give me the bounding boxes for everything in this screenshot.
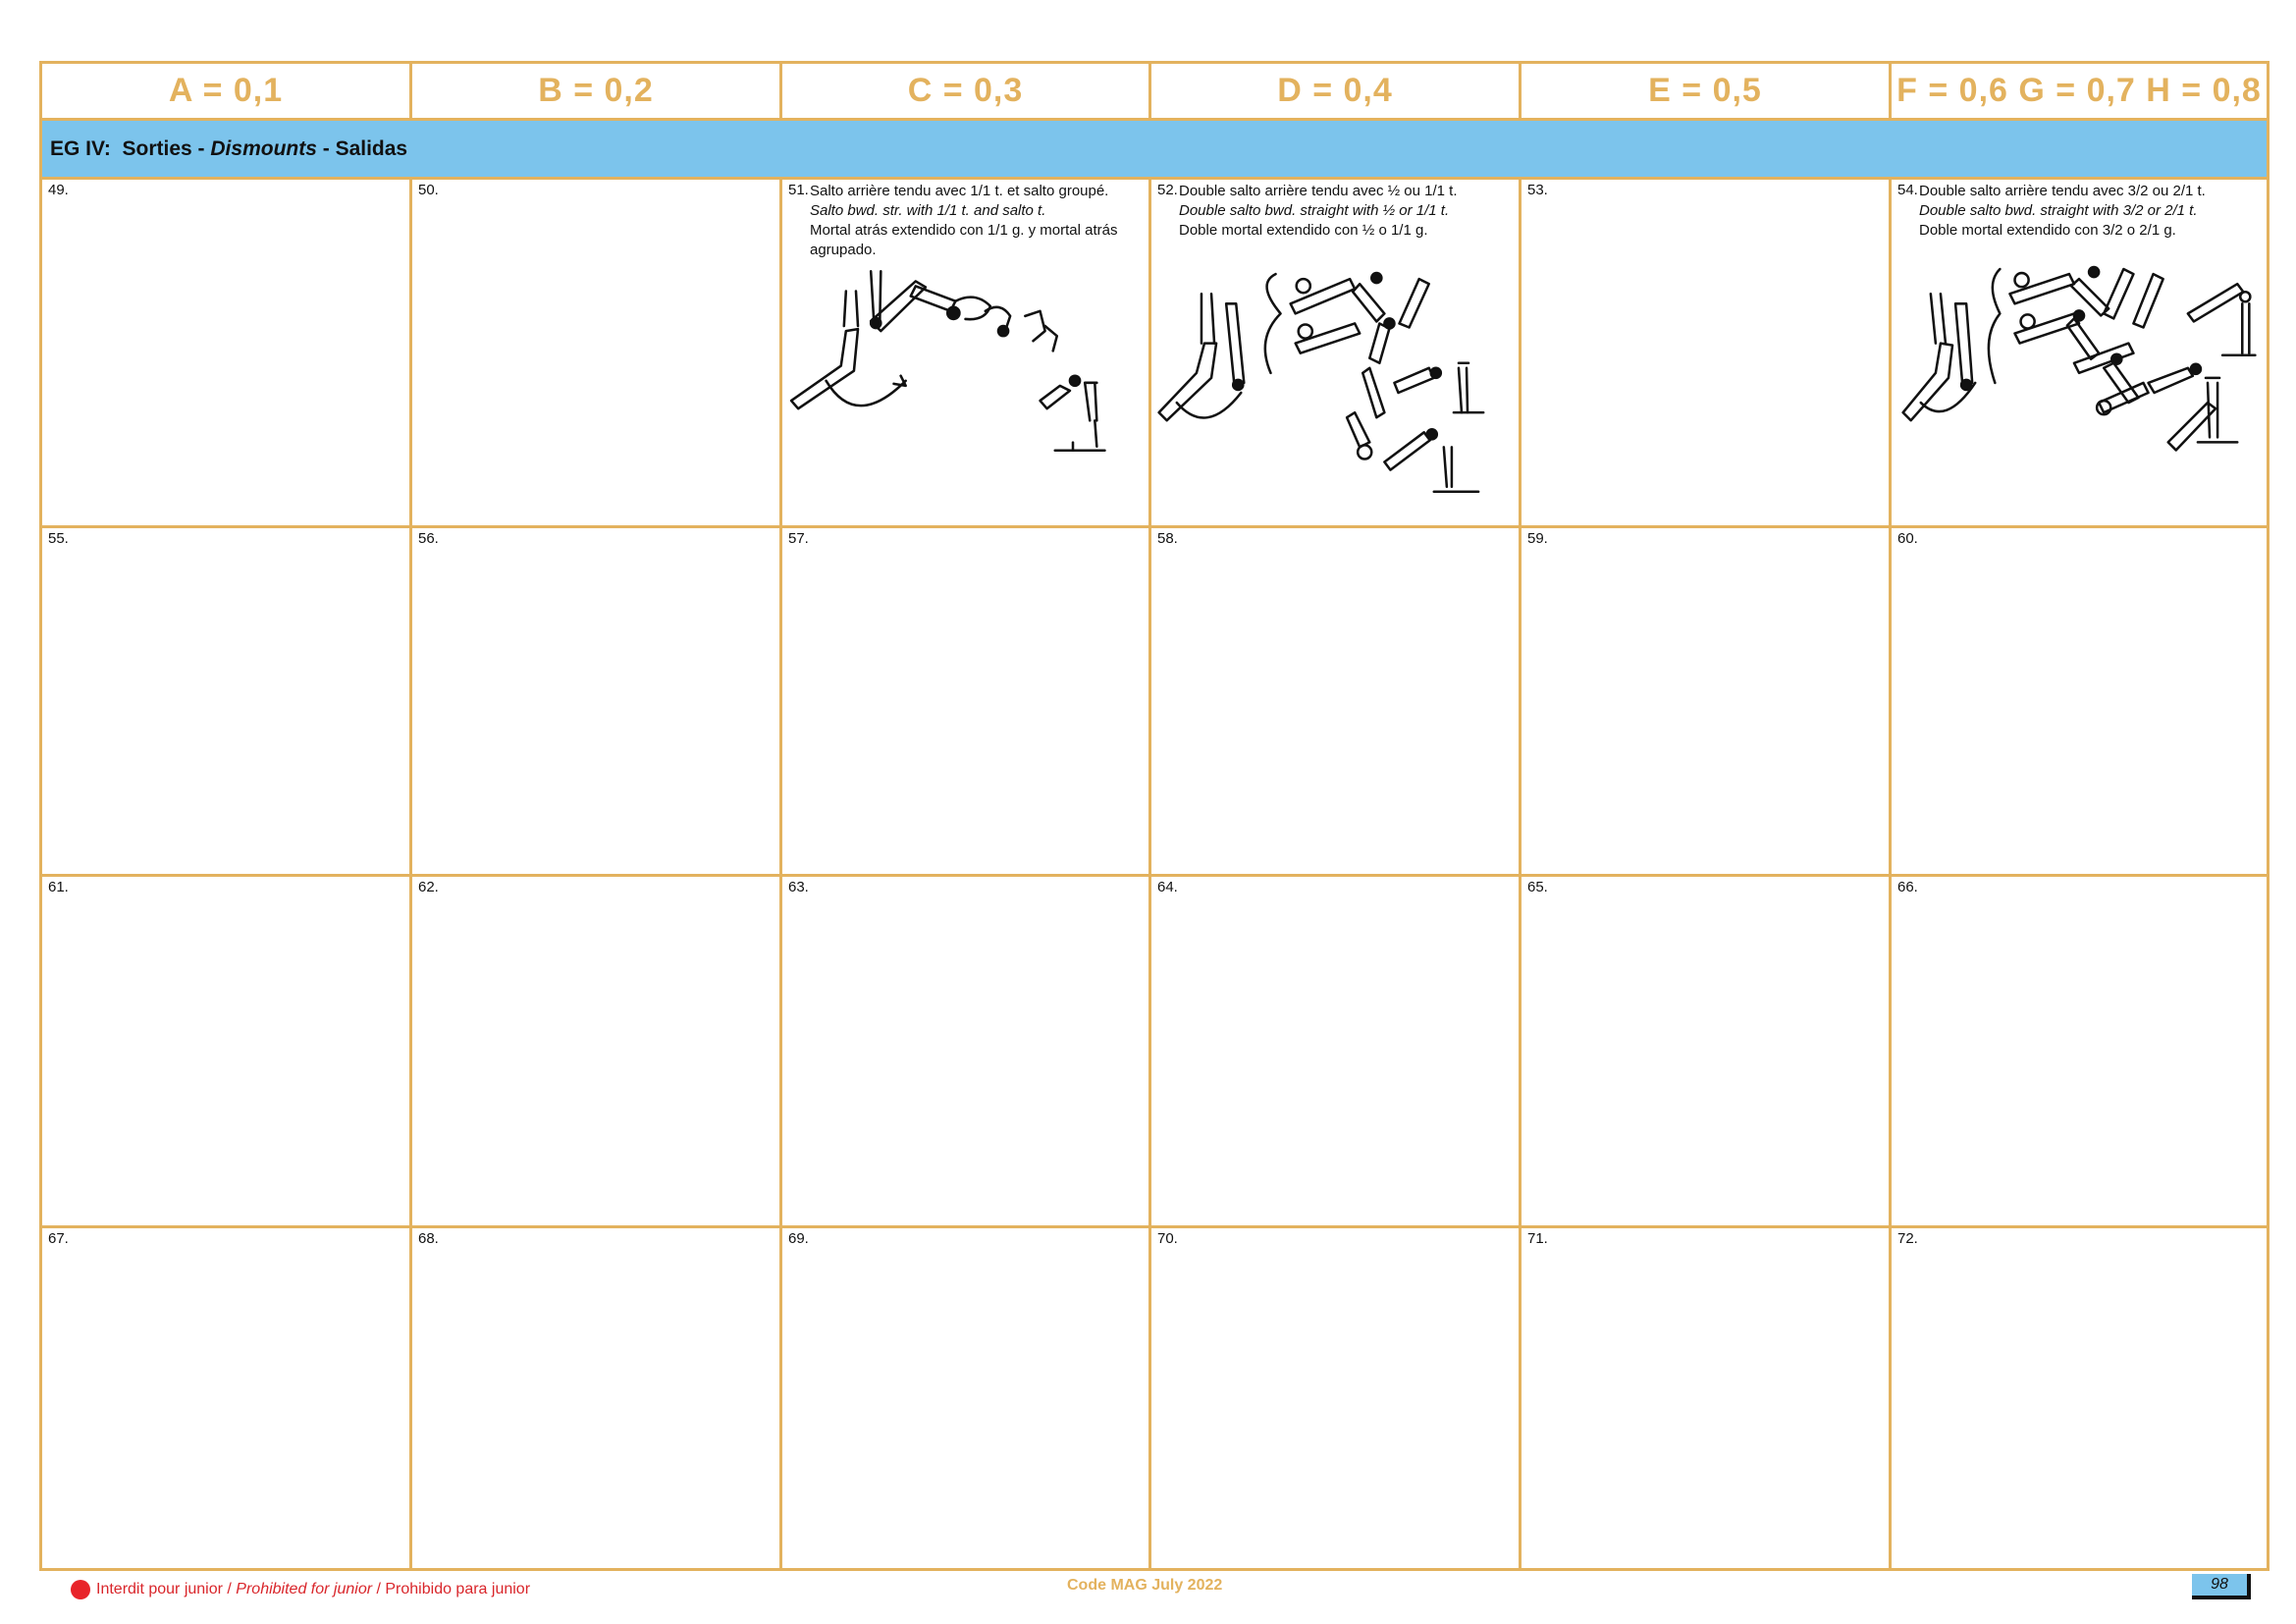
gymnast-sequence-figure [786, 269, 1145, 521]
element-cell-51: 51. Salto arrière tendu avec 1/1 t. et s… [782, 180, 1151, 525]
header-col-d: D = 0,4 [1151, 64, 1522, 121]
element-number: 62. [418, 879, 439, 895]
element-number: 66. [1897, 879, 1918, 895]
element-description: Salto arrière tendu avec 1/1 t. et salto… [810, 182, 1145, 260]
element-number: 49. [48, 182, 69, 198]
element-number: 58. [1157, 530, 1178, 547]
element-grid: 49. 50. 51. Salto arrière tendu avec 1/1… [42, 180, 2267, 1568]
group-prefix: EG IV: Sorties - [50, 136, 211, 160]
element-cell-68: 68. [412, 1228, 782, 1568]
legend-es: / Prohibido para junior [372, 1581, 531, 1597]
element-number: 61. [48, 879, 69, 895]
code-edition: Code MAG July 2022 [1067, 1577, 1223, 1594]
gymnast-sequence-figure [1155, 264, 1515, 521]
element-cell-63: 63. [782, 877, 1151, 1225]
gymnast-sequence-figure [1896, 264, 2263, 521]
element-number: 71. [1527, 1230, 1548, 1247]
element-number: 70. [1157, 1230, 1178, 1247]
element-cell-66: 66. [1892, 877, 2267, 1225]
group-english: Dismounts [210, 136, 317, 160]
legend-fr: Interdit pour junior / [96, 1581, 237, 1597]
element-number: 50. [418, 182, 439, 198]
element-cell-72: 72. [1892, 1228, 2267, 1568]
element-number: 52. [1157, 182, 1178, 198]
page-number: 98 [2192, 1574, 2251, 1599]
description-fr: Salto arrière tendu avec 1/1 t. et salto… [810, 183, 1109, 199]
element-cell-59: 59. [1522, 528, 1892, 874]
element-number: 51. [788, 182, 809, 198]
description-es: Doble mortal extendido con ½ o 1/1 g. [1179, 222, 1428, 239]
table-row: 49. 50. 51. Salto arrière tendu avec 1/1… [42, 180, 2267, 528]
element-number: 69. [788, 1230, 809, 1247]
element-number: 53. [1527, 182, 1548, 198]
element-cell-53: 53. [1522, 180, 1892, 525]
element-number: 72. [1897, 1230, 1918, 1247]
element-number: 60. [1897, 530, 1918, 547]
table-row: 67. 68. 69. 70. 71. 72. [42, 1228, 2267, 1568]
element-cell-62: 62. [412, 877, 782, 1225]
header-col-e: E = 0,5 [1522, 64, 1892, 121]
element-cell-57: 57. [782, 528, 1151, 874]
table-row: 55. 56. 57. 58. 59. 60. [42, 528, 2267, 877]
header-col-a: A = 0,1 [42, 64, 412, 121]
header-col-b: B = 0,2 [412, 64, 782, 121]
element-cell-71: 71. [1522, 1228, 1892, 1568]
value-header-row: A = 0,1 B = 0,2 C = 0,3 D = 0,4 E = 0,5 … [42, 64, 2267, 121]
description-en: Double salto bwd. straight with ½ or 1/1… [1179, 202, 1450, 219]
description-en: Double salto bwd. straight with 3/2 or 2… [1919, 202, 2198, 219]
element-description: Double salto arrière tendu avec ½ ou 1/1… [1179, 182, 1515, 241]
element-cell-55: 55. [42, 528, 412, 874]
element-group-banner: EG IV: Sorties - Dismounts - Salidas [42, 121, 2267, 180]
prohibited-dot-icon [71, 1580, 90, 1599]
element-number: 64. [1157, 879, 1178, 895]
description-fr: Double salto arrière tendu avec ½ ou 1/1… [1179, 183, 1458, 199]
element-number: 63. [788, 879, 809, 895]
description-es: Doble mortal extendido con 3/2 o 2/1 g. [1919, 222, 2176, 239]
element-cell-70: 70. [1151, 1228, 1522, 1568]
element-number: 57. [788, 530, 809, 547]
element-cell-49: 49. [42, 180, 412, 525]
legend-en: Prohibited for junior [236, 1581, 373, 1597]
header-col-c: C = 0,3 [782, 64, 1151, 121]
table-row: 61. 62. 63. 64. 65. 66. [42, 877, 2267, 1228]
element-description: Double salto arrière tendu avec 3/2 ou 2… [1919, 182, 2263, 241]
element-cell-65: 65. [1522, 877, 1892, 1225]
element-cell-50: 50. [412, 180, 782, 525]
group-suffix: - Salidas [316, 136, 408, 160]
element-cell-61: 61. [42, 877, 412, 1225]
element-cell-60: 60. [1892, 528, 2267, 874]
element-number: 67. [48, 1230, 69, 1247]
description-es-cont: agrupado. [810, 242, 877, 258]
element-cell-54: 54. Double salto arrière tendu avec 3/2 … [1892, 180, 2267, 525]
element-number: 55. [48, 530, 69, 547]
element-cell-56: 56. [412, 528, 782, 874]
element-number: 56. [418, 530, 439, 547]
element-cell-69: 69. [782, 1228, 1151, 1568]
description-es: Mortal atrás extendido con 1/1 g. y mort… [810, 222, 1118, 239]
prohibited-legend: Interdit pour junior / Prohibited for ju… [71, 1580, 530, 1599]
header-col-fgh: F = 0,6 G = 0,7 H = 0,8 [1892, 64, 2267, 121]
element-cell-67: 67. [42, 1228, 412, 1568]
element-number: 59. [1527, 530, 1548, 547]
element-number: 65. [1527, 879, 1548, 895]
description-en: Salto bwd. str. with 1/1 t. and salto t. [810, 202, 1046, 219]
element-cell-58: 58. [1151, 528, 1522, 874]
description-fr: Double salto arrière tendu avec 3/2 ou 2… [1919, 183, 2206, 199]
element-table: A = 0,1 B = 0,2 C = 0,3 D = 0,4 E = 0,5 … [39, 61, 2269, 1571]
element-number: 68. [418, 1230, 439, 1247]
element-cell-64: 64. [1151, 877, 1522, 1225]
element-number: 54. [1897, 182, 1918, 198]
element-cell-52: 52. Double salto arrière tendu avec ½ ou… [1151, 180, 1522, 525]
